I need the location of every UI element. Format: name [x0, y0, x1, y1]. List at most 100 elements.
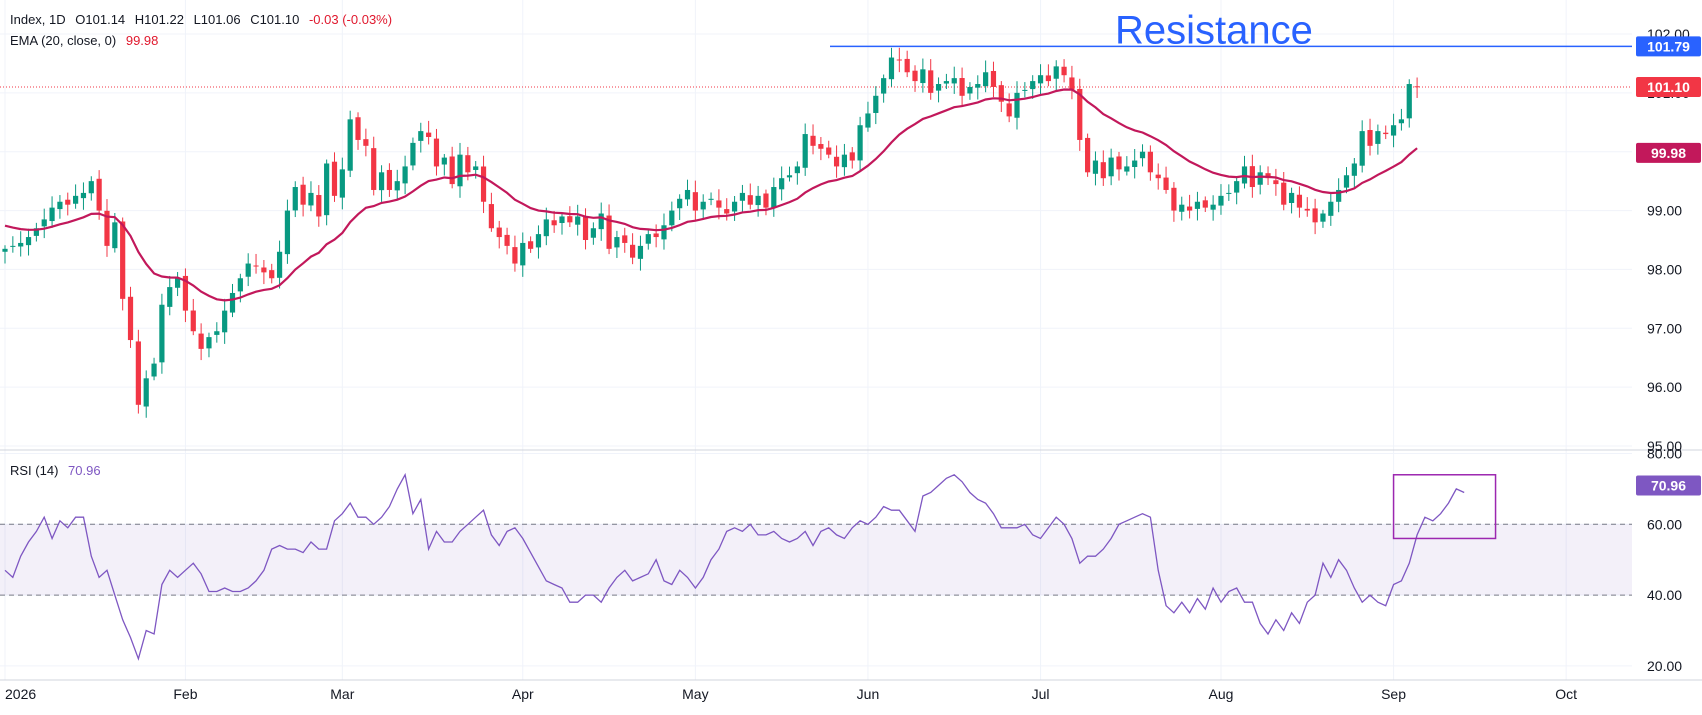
candle-body [229, 292, 236, 313]
candle-body [347, 119, 353, 171]
rsi-legend: RSI (14) 70.96 [10, 463, 107, 478]
candle-body [1186, 206, 1193, 211]
time-tick-label: 2026 [5, 686, 36, 702]
candle-body [410, 142, 416, 166]
rsi-tag-label: 70.96 [1651, 478, 1686, 494]
price-tags: 101.79 101.10 99.98 70.96 [1636, 36, 1701, 496]
candle-body [18, 242, 24, 247]
rsi-tag [1636, 475, 1701, 496]
price-tag [1636, 76, 1701, 97]
price-tag [1636, 36, 1701, 57]
candle-body [802, 134, 808, 168]
candle-body [1037, 75, 1044, 84]
legend-open: O101.14 [75, 12, 126, 27]
candle-body [261, 267, 267, 273]
candle-body [967, 86, 973, 94]
candle-body [182, 275, 189, 311]
candle-body [1014, 92, 1020, 118]
candle-body [810, 135, 816, 146]
candle-body [222, 310, 228, 333]
time-axis: 2026 Feb Mar Apr May Jun Jul Aug Sep Oct [5, 686, 1577, 702]
candle-body [669, 210, 675, 226]
candle-body [1218, 195, 1224, 206]
candle-body [1414, 86, 1420, 88]
candle-body [630, 244, 636, 258]
candle-body [1406, 84, 1412, 119]
candle-body [1336, 189, 1342, 202]
candle-body [724, 209, 730, 214]
resistance-annotation: Resistance [1115, 8, 1313, 52]
candle-body [1077, 88, 1083, 140]
candle-body [779, 178, 785, 190]
candle-body [253, 265, 259, 267]
candle-body [865, 113, 871, 128]
rsi-tick-label: 20.00 [1647, 658, 1682, 674]
candle-body [1085, 137, 1091, 173]
rsi-line [4, 472, 1465, 661]
candle-body [1281, 182, 1287, 205]
candle-body [692, 192, 698, 211]
candle-body [496, 227, 502, 238]
ema-legend: EMA (20, close, 0) 99.98 [10, 33, 164, 48]
candle-body [998, 85, 1004, 102]
candle-body [1045, 75, 1051, 82]
candle-body [57, 201, 63, 210]
candle-body [433, 138, 440, 167]
candle-body [983, 72, 989, 87]
candle-body [598, 213, 604, 230]
candle-body [1061, 66, 1067, 76]
candle-body [849, 152, 855, 161]
candle-body [371, 148, 377, 190]
candle-body [731, 201, 738, 212]
candle-body [120, 221, 126, 299]
candle-body [355, 117, 361, 140]
candle-body [237, 278, 243, 292]
candle-body [1092, 160, 1099, 174]
candle-body [88, 181, 94, 194]
price-tick-label: 99.00 [1647, 203, 1682, 219]
candle-body [245, 263, 251, 277]
candle-body [739, 192, 746, 201]
candle-body [480, 166, 487, 202]
candle-body [1124, 166, 1130, 172]
candle-body [386, 169, 393, 190]
candle-body [677, 198, 683, 209]
candle-body [1179, 204, 1185, 212]
price-tag-label: 99.98 [1651, 145, 1686, 161]
candle-body [504, 234, 510, 246]
candle-body [214, 331, 220, 335]
candle-body [174, 278, 181, 288]
legend-symbol: Index, 1D [10, 12, 66, 27]
candle-body [73, 195, 79, 204]
candle-body [716, 200, 722, 208]
price-tick-label: 98.00 [1647, 261, 1682, 277]
candle-body [700, 201, 706, 210]
candle-body [528, 241, 534, 249]
candle-body [151, 363, 157, 377]
ohlc-legend: Index, 1D O101.14 H101.22 L101.06 C101.1… [10, 12, 398, 27]
time-tick-label: Feb [173, 686, 197, 702]
candle-body [543, 219, 549, 237]
time-tick-label: Apr [512, 686, 534, 702]
candle-body [65, 199, 71, 205]
candle-body [1053, 66, 1059, 79]
candle-body [1030, 81, 1036, 90]
candle-body [284, 210, 291, 255]
candle-body [167, 287, 173, 307]
candle-body [1265, 173, 1271, 179]
candle-body [1343, 175, 1350, 188]
legend-close: C101.10 [250, 12, 300, 27]
candle-body [818, 144, 824, 149]
candle-body [975, 84, 981, 88]
candle-body [684, 189, 691, 200]
candle-body [935, 84, 942, 91]
candle-body [661, 225, 667, 240]
candle-body [316, 195, 322, 217]
candle-body [590, 228, 596, 238]
candle-body [1320, 213, 1326, 222]
price-tag [1636, 142, 1701, 163]
legend-change: -0.03 (-0.03%) [308, 12, 393, 27]
candle-body [582, 216, 589, 240]
candle-body [10, 245, 16, 247]
time-tick-label: Oct [1555, 686, 1577, 702]
